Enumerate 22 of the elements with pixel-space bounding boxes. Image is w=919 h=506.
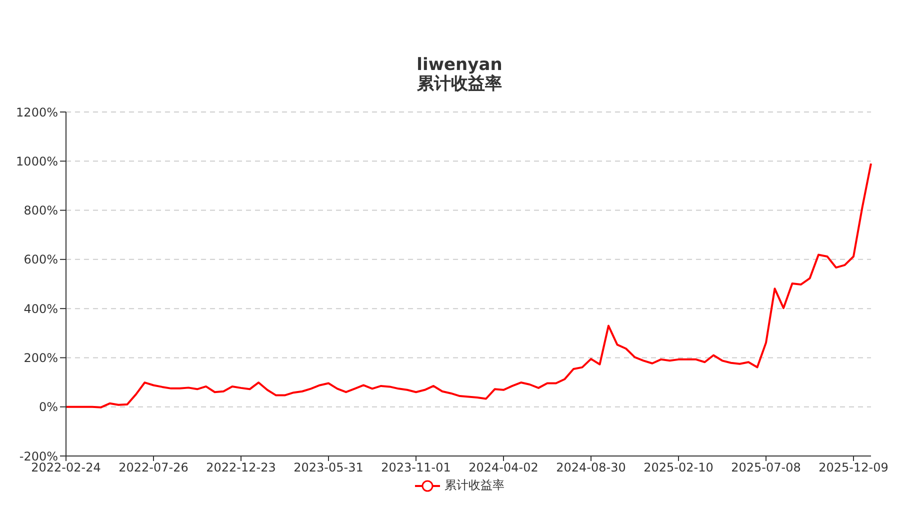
x-tick-label: 2024-04-02 <box>468 460 538 475</box>
x-tick-label: 2023-11-01 <box>381 460 451 475</box>
legend-label: 累计收益率 <box>444 477 504 494</box>
chart-subtitle: 累计收益率 <box>416 74 503 94</box>
line-series <box>65 162 872 408</box>
x-tick-label: 2022-07-26 <box>118 460 188 475</box>
y-tick-label: 1200% <box>16 105 58 120</box>
y-tick-label: 200% <box>24 350 58 365</box>
y-tick-label: 0% <box>38 400 58 414</box>
x-tick-label: 2024-08-30 <box>556 460 626 475</box>
y-tick-label: 800% <box>24 204 58 218</box>
y-tick-label: 400% <box>24 302 58 316</box>
x-tick-label: 2022-02-24 <box>31 460 101 475</box>
x-tick-label: 2025-07-08 <box>731 460 801 475</box>
y-tick-label: 1000% <box>16 154 58 168</box>
x-tick-label: 2022-12-23 <box>206 460 276 475</box>
y-tick-label: -200% <box>19 449 58 464</box>
chart-title: liwenyan <box>416 55 504 75</box>
x-tick-label: 2025-12-09 <box>818 460 888 475</box>
y-tick-label: 600% <box>24 252 58 267</box>
x-tick-label: 2023-05-31 <box>294 460 364 475</box>
x-tick-label: 2025-02-10 <box>644 460 714 475</box>
